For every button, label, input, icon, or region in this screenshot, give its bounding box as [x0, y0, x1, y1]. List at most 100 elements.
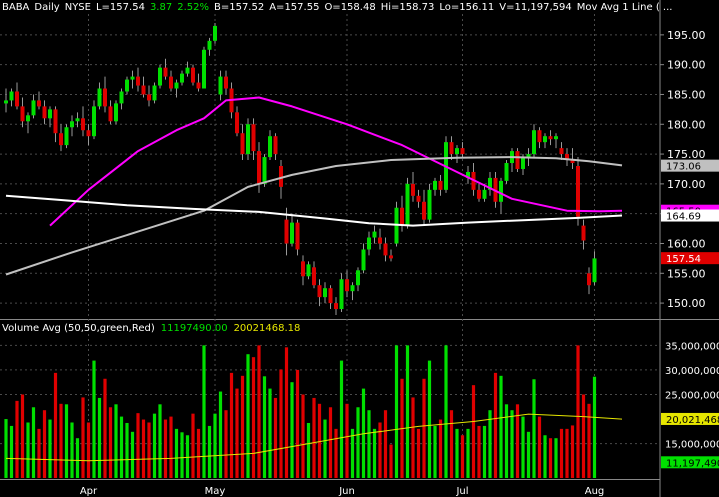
- candle-body: [246, 124, 250, 155]
- candle-body: [411, 183, 415, 196]
- candle-body: [48, 109, 52, 119]
- candle-body: [521, 157, 525, 169]
- candle-body: [339, 279, 344, 310]
- candle-body: [301, 261, 305, 277]
- volume-bar: [444, 345, 448, 478]
- volume-bar: [477, 425, 481, 478]
- volume-bar: [565, 428, 569, 478]
- candle-body: [257, 151, 261, 184]
- vol-y-tick-label: 15,000,000: [665, 440, 719, 451]
- volume-bar: [185, 435, 190, 478]
- candle-body: [306, 264, 311, 277]
- volume-bar: [136, 413, 140, 478]
- price-tag-text: 173.06: [666, 162, 701, 173]
- candle-body: [350, 285, 355, 292]
- candle-body: [152, 85, 157, 101]
- volume-bar: [405, 345, 410, 478]
- bid: B=157.52: [213, 2, 265, 13]
- volume-value: 11197490.00: [160, 323, 228, 334]
- candle-body: [422, 201, 426, 220]
- x-tick-label: Aug: [585, 486, 605, 497]
- volume-bar: [367, 410, 371, 478]
- candle-body: [9, 91, 14, 101]
- candle-body: [284, 219, 289, 244]
- candle-body: [268, 136, 272, 158]
- volume-bar: [372, 428, 377, 478]
- volume-bar: [191, 413, 195, 478]
- candle-body: [361, 249, 366, 271]
- candle-body: [499, 180, 503, 202]
- volume-bar: [31, 407, 36, 478]
- volume-bar: [537, 416, 542, 478]
- candle-body: [158, 67, 162, 86]
- volume-bar: [592, 376, 597, 478]
- candle-body: [592, 258, 597, 283]
- candle-body: [108, 106, 113, 122]
- candle-body: [26, 115, 30, 122]
- candle-body: [482, 189, 487, 199]
- study-label: Mov Avg 1 Line ( ...: [576, 2, 673, 13]
- volume-bar: [460, 435, 465, 478]
- candle-body: [438, 180, 443, 190]
- candle-body: [70, 121, 74, 128]
- volume-bar: [180, 432, 184, 478]
- volume-bar: [81, 397, 85, 478]
- ma-mid-line: [5, 156, 623, 276]
- volume-bar: [15, 400, 19, 478]
- vol-y-tick-label: 35,000,000: [665, 341, 719, 352]
- candle-body: [328, 288, 333, 304]
- y-tick-label: 150.00: [667, 297, 706, 310]
- candle-body: [4, 100, 8, 104]
- volume-bar: [433, 425, 437, 478]
- volume-tag: [661, 412, 719, 425]
- ma-long-line: [5, 194, 623, 227]
- candle-body: [548, 136, 553, 140]
- candle-body: [576, 166, 580, 217]
- candle-body: [20, 106, 25, 122]
- candle-body: [389, 255, 393, 259]
- volume-bar: [224, 410, 228, 478]
- volume-header: Volume Avg (50,50,green,Red) 11197490.00 2…: [2, 323, 306, 334]
- candle-body: [290, 222, 294, 244]
- candle-body: [37, 100, 41, 107]
- volume-bar: [356, 407, 360, 478]
- volume-bar: [290, 382, 294, 478]
- ask: A=157.55: [269, 2, 320, 13]
- candle-body: [581, 225, 586, 241]
- candle-body: [86, 130, 91, 137]
- candle-body: [455, 148, 459, 155]
- volume-bar: [26, 422, 30, 478]
- candle-body: [334, 303, 338, 310]
- volume-bar: [345, 403, 349, 478]
- candle-body: [449, 142, 454, 155]
- candle-body: [262, 157, 267, 184]
- volume-bar: [92, 360, 96, 478]
- volume-bar: [499, 375, 503, 478]
- candle-body: [416, 195, 421, 202]
- volume-bar: [576, 345, 580, 478]
- ma-short-line: [49, 96, 623, 227]
- price-tag: [661, 209, 719, 222]
- candle-body: [97, 88, 102, 107]
- last-price: L=157.54: [95, 2, 145, 13]
- volume-bar: [158, 404, 162, 478]
- candle-body: [543, 136, 547, 143]
- volume-bar: [334, 428, 338, 478]
- volume-bar: [383, 410, 388, 478]
- candle-body: [81, 118, 85, 131]
- price-tag-text: 157.54: [666, 254, 701, 265]
- price-tag: [661, 159, 719, 172]
- candle-body: [504, 163, 509, 181]
- y-tick-label: 170.00: [667, 178, 706, 191]
- candle-body: [378, 237, 382, 244]
- volume-bar: [229, 372, 234, 478]
- volume-bar: [257, 345, 261, 478]
- candle-body: [383, 243, 388, 256]
- volume-bar: [482, 425, 487, 478]
- volume-bar: [86, 422, 91, 478]
- volume-bar: [350, 428, 355, 478]
- moving-averages: [5, 96, 623, 276]
- y-tick-label: 180.00: [667, 118, 706, 131]
